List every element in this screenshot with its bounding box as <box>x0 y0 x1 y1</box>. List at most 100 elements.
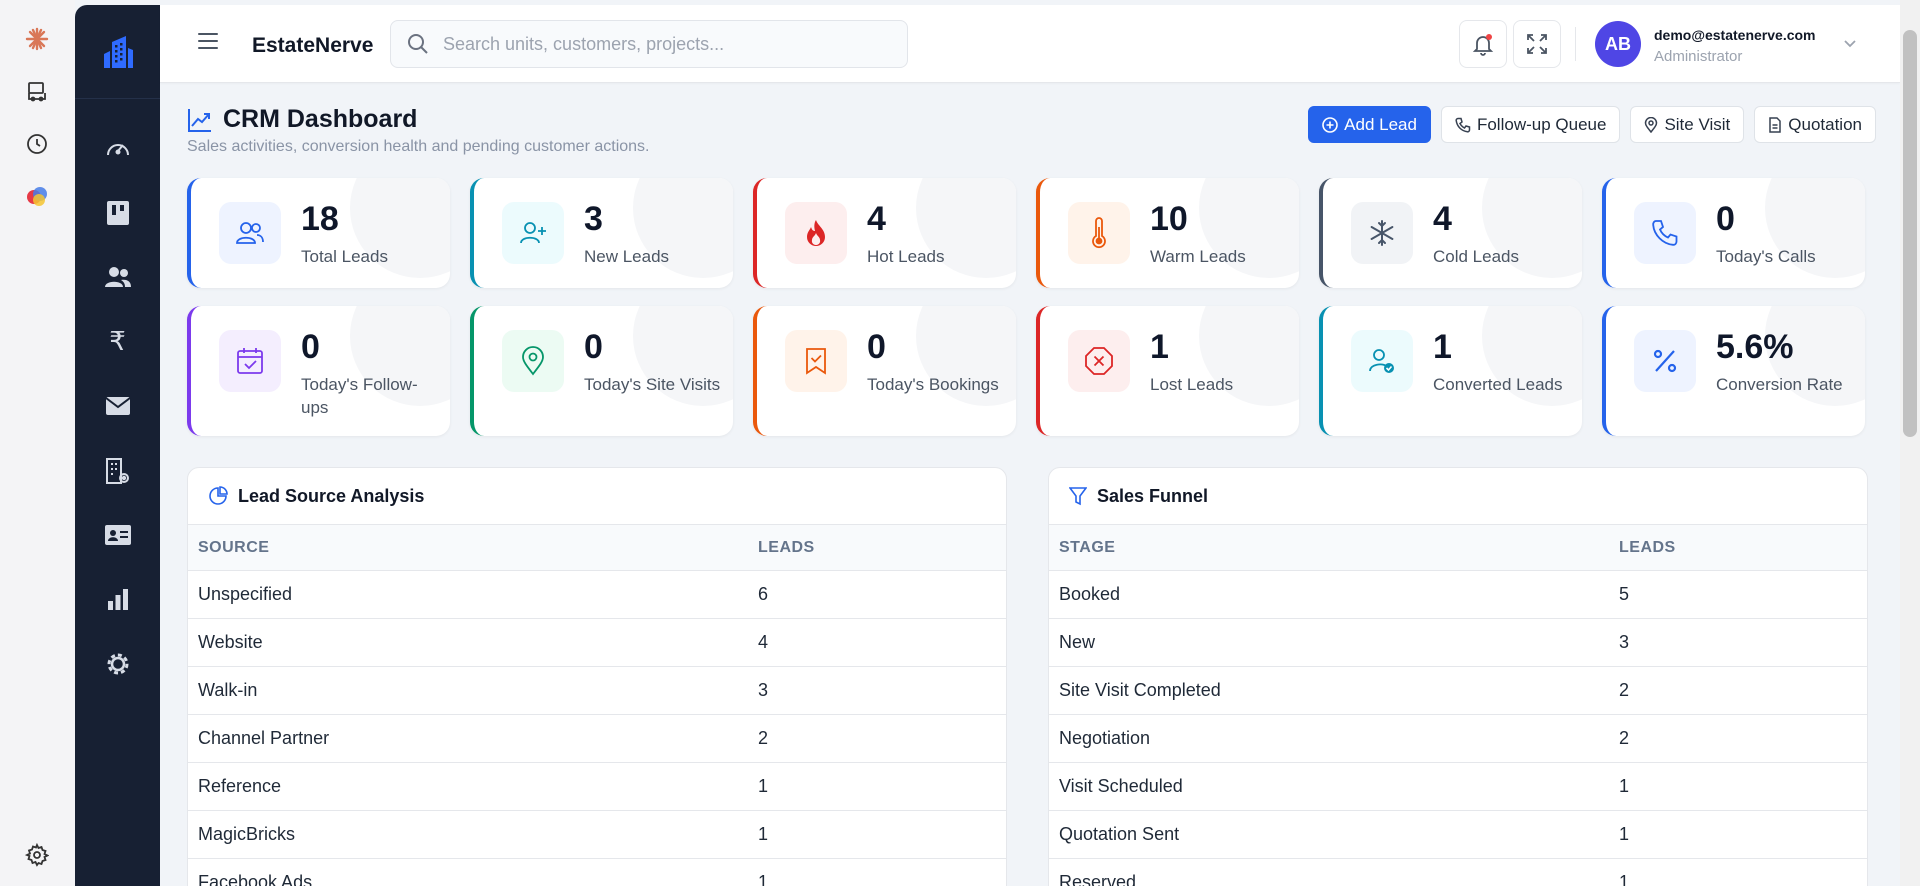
stat-label: Cold Leads <box>1433 247 1520 266</box>
search-input[interactable] <box>443 33 883 55</box>
follow-up-queue-button[interactable]: Follow-up Queue <box>1440 106 1621 143</box>
stat-value: 1 <box>1433 328 1452 366</box>
stage-cell: New <box>1049 618 1607 667</box>
stat-label: Today's Bookings <box>867 375 999 394</box>
table-row[interactable]: Quotation Sent 1 <box>1049 810 1867 859</box>
stat-card-cold-leads[interactable]: 4 Cold Leads <box>1319 178 1582 288</box>
avatar[interactable]: AB <box>1595 21 1641 67</box>
claude-icon[interactable] <box>22 24 52 54</box>
column-header-stage[interactable]: STAGE <box>1049 524 1607 571</box>
stat-value: 18 <box>301 200 339 238</box>
stat-card-new-leads[interactable]: 3 New Leads <box>470 178 733 288</box>
page-actions: Add Lead Follow-up Queue Site Visit Quot… <box>1308 106 1876 143</box>
funnel-icon <box>1069 487 1087 506</box>
leads-cell: 2 <box>746 714 1006 763</box>
stat-label: Conversion Rate <box>1716 375 1843 394</box>
settings-icon[interactable] <box>22 840 52 870</box>
profile-icon[interactable] <box>22 181 52 211</box>
stat-label: Today's Follow-ups <box>301 375 418 417</box>
sidebar-item-settings[interactable] <box>75 644 160 684</box>
sales-funnel-table: STAGE LEADS Booked 5 New 3 Site Visit Comp… <box>1049 524 1867 886</box>
sidebar-item-contacts[interactable] <box>75 515 160 555</box>
sidebar-item-reports[interactable] <box>75 579 160 619</box>
leads-cell: 1 <box>1607 858 1867 886</box>
trending-up-icon <box>188 108 211 132</box>
sidebar-item-mail[interactable] <box>75 386 160 426</box>
stat-card-todays-bookings[interactable]: 0 Today's Bookings <box>753 306 1016 436</box>
stat-card-converted-leads[interactable]: 1 Converted Leads <box>1319 306 1582 436</box>
table-row[interactable]: Website 4 <box>188 618 1006 667</box>
scrollbar-thumb[interactable] <box>1903 30 1917 437</box>
stat-label: Today's Calls <box>1716 247 1816 266</box>
table-row[interactable]: Reference 1 <box>188 762 1006 811</box>
user-plus-icon <box>502 202 564 264</box>
notifications-button[interactable] <box>1459 20 1507 68</box>
table-row[interactable]: Visit Scheduled 1 <box>1049 762 1867 811</box>
lead-source-panel: Lead Source Analysis SOURCE LEADS Unspec… <box>187 467 1007 886</box>
stat-value: 1 <box>1150 328 1169 366</box>
stat-value: 5.6% <box>1716 328 1794 366</box>
column-header-source[interactable]: SOURCE <box>188 524 746 571</box>
site-visit-button[interactable]: Site Visit <box>1630 106 1745 143</box>
site-visit-label: Site Visit <box>1664 114 1731 134</box>
stage-cell: Negotiation <box>1049 714 1607 763</box>
table-row[interactable]: Unspecified 6 <box>188 570 1006 619</box>
sidebar-item-buildings[interactable] <box>75 451 160 491</box>
stat-value: 0 <box>1716 200 1735 238</box>
stat-label: Converted Leads <box>1433 375 1563 394</box>
stat-value: 3 <box>584 200 603 238</box>
table-row[interactable]: Channel Partner 2 <box>188 714 1006 763</box>
stat-card-todays-follow-ups[interactable]: 0 Today's Follow-ups <box>187 306 450 436</box>
fullscreen-button[interactable] <box>1513 20 1561 68</box>
main-content: EstateNerve AB demo@estatenerve.com Admi… <box>160 5 1900 886</box>
table-row[interactable]: New 3 <box>1049 618 1867 667</box>
document-icon <box>1769 116 1782 133</box>
stat-card-total-leads[interactable]: 18 Total Leads <box>187 178 450 288</box>
stat-label: Lost Leads <box>1150 375 1234 394</box>
quotation-button[interactable]: Quotation <box>1754 106 1876 143</box>
table-row[interactable]: Negotiation 2 <box>1049 714 1867 763</box>
table-row[interactable]: Reserved 1 <box>1049 858 1867 886</box>
calendar-check-icon <box>219 330 281 392</box>
sidebar-item-customers[interactable] <box>75 257 160 297</box>
leads-cell: 1 <box>746 858 1006 886</box>
table-row[interactable]: Booked 5 <box>1049 570 1867 619</box>
stat-card-lost-leads[interactable]: 1 Lost Leads <box>1036 306 1299 436</box>
table-row[interactable]: Site Visit Completed 2 <box>1049 666 1867 715</box>
bookmark-check-icon <box>785 330 847 392</box>
sidebar-item-kanban[interactable] <box>75 193 160 233</box>
history-icon[interactable] <box>22 129 52 159</box>
users-icon <box>219 202 281 264</box>
add-lead-label: Add Lead <box>1344 114 1417 134</box>
stat-card-todays-site-visits[interactable]: 0 Today's Site Visits <box>470 306 733 436</box>
table-row[interactable]: MagicBricks 1 <box>188 810 1006 859</box>
table-row[interactable]: Facebook Ads 1 <box>188 858 1006 886</box>
page-header: CRM Dashboard <box>187 105 417 134</box>
kanban-icon <box>106 201 129 225</box>
chevron-down-icon[interactable] <box>1842 35 1858 56</box>
stat-card-warm-leads[interactable]: 10 Warm Leads <box>1036 178 1299 288</box>
column-header-leads[interactable]: LEADS <box>746 524 1006 571</box>
stage-cell: Booked <box>1049 570 1607 619</box>
menu-toggle-icon[interactable] <box>198 33 218 51</box>
search-box[interactable] <box>390 20 908 68</box>
building-gear-icon <box>105 458 129 484</box>
column-header-leads[interactable]: LEADS <box>1607 524 1867 571</box>
app-logo[interactable] <box>75 5 160 99</box>
leads-cell: 4 <box>746 618 1006 667</box>
gear-icon <box>107 653 128 675</box>
leads-cell: 2 <box>1607 714 1867 763</box>
flame-icon <box>785 202 847 264</box>
stat-card-todays-calls[interactable]: 0 Today's Calls <box>1602 178 1865 288</box>
sidebar-item-finance[interactable]: ₹ <box>75 322 160 362</box>
stat-card-conversion-rate[interactable]: 5.6% Conversion Rate <box>1602 306 1865 436</box>
table-row[interactable]: Walk-in 3 <box>188 666 1006 715</box>
user-email: demo@estatenerve.com <box>1654 27 1816 43</box>
leads-cell: 1 <box>746 762 1006 811</box>
add-lead-button[interactable]: Add Lead <box>1308 106 1431 143</box>
extensions-icon[interactable] <box>22 77 52 107</box>
brand-name: EstateNerve <box>252 34 374 57</box>
sidebar-item-dashboard[interactable] <box>75 129 160 169</box>
thermometer-icon <box>1068 202 1130 264</box>
stat-card-hot-leads[interactable]: 4 Hot Leads <box>753 178 1016 288</box>
